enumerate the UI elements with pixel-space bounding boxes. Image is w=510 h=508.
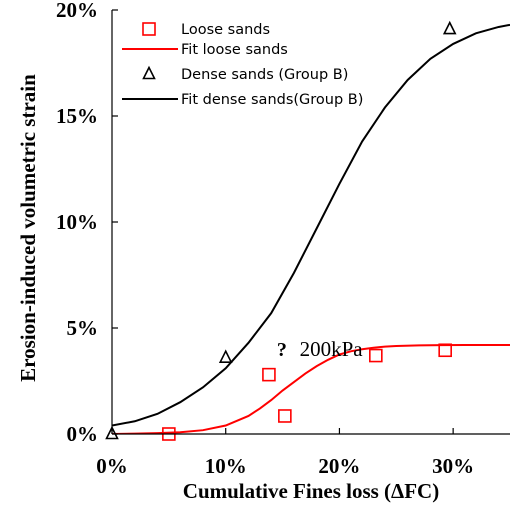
legend-label-fit-loose-sands: Fit loose sands xyxy=(181,42,288,58)
loose-sands-point xyxy=(438,343,452,358)
legend-swatch-dense-sands-group-b xyxy=(142,65,156,80)
x-tick-label: 0% xyxy=(96,454,128,478)
dense-sands-group-b-point xyxy=(105,425,119,440)
loose-sands-point xyxy=(278,409,292,423)
x-axis-title: Cumulative Fines loss (ΔFC) xyxy=(183,479,439,503)
ticks: 0% 10% 20% 30% 0% 5% 10% 15% 20% xyxy=(56,0,474,478)
y-tick-label: 5% xyxy=(67,316,99,340)
series-layer xyxy=(112,23,510,434)
annotations: ? 200kPa xyxy=(277,337,363,361)
annotation-question-mark: ? xyxy=(277,339,287,361)
y-axis-title: Erosion-induced volumetric strain xyxy=(16,74,40,382)
fit-loose-sands-line xyxy=(112,343,510,434)
fit-dense-sands-group-b-line xyxy=(112,23,510,427)
loose-sands-point xyxy=(369,348,383,363)
annotation-pressure: 200kPa xyxy=(300,337,364,361)
y-tick-label: 10% xyxy=(56,210,98,234)
loose-sands-point xyxy=(262,367,276,382)
legend-label-dense-sands-group-b: Dense sands (Group B) xyxy=(181,67,348,83)
legend-label-loose-sands: Loose sands xyxy=(181,22,270,38)
legend: Loose sands Fit loose sands Dense sands (G… xyxy=(122,22,363,108)
y-tick-label: 20% xyxy=(56,0,98,22)
legend-swatch-loose-sands xyxy=(142,22,156,36)
x-tick-label: 20% xyxy=(318,454,360,478)
x-tick-label: 10% xyxy=(205,454,247,478)
dense-sands-group-b-point xyxy=(442,20,457,35)
dense-sands-group-b-point xyxy=(218,349,233,363)
x-tick-label: 30% xyxy=(432,454,474,478)
y-tick-label: 15% xyxy=(56,104,98,128)
legend-label-fit-dense-sands-group-b: Fit dense sands(Group B) xyxy=(181,92,363,108)
y-tick-label: 0% xyxy=(67,422,99,446)
